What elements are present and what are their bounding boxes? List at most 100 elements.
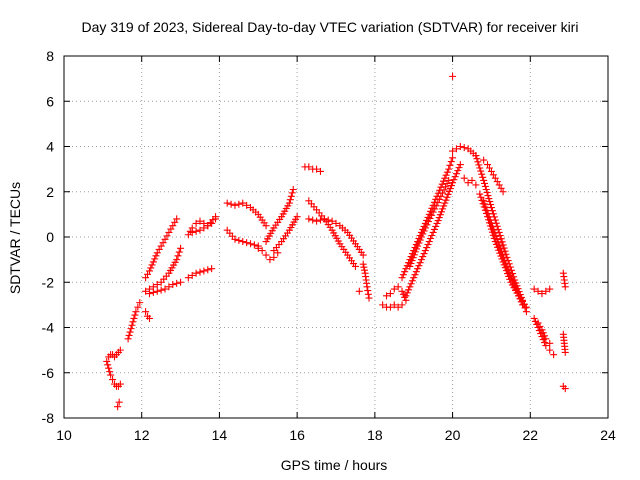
data-point-seg-rise-19b [405, 286, 413, 294]
data-point-seg-arc-13 [192, 219, 200, 227]
data-point-seg-mid-a [177, 244, 185, 252]
data-point-seg-rise-19b [437, 208, 445, 216]
data-point-seg-desc-20c [490, 234, 498, 242]
data-point-seg-desc-20c [485, 216, 493, 224]
x-tick-label: 20 [445, 427, 461, 443]
data-point-seg-flat-a [145, 290, 153, 298]
data-point-seg-rise-19b [435, 214, 443, 222]
data-point-seg-peak-16 [313, 165, 321, 173]
data-point-seg-rise-19b [415, 262, 423, 270]
data-point-seg-rise-19a [442, 171, 450, 179]
data-point-seg-rise-19a [440, 177, 448, 185]
data-point-seg-low-15 [254, 244, 262, 252]
data-point-seg-trough-18b [401, 293, 409, 301]
data-point-seg-outlier [449, 72, 457, 80]
data-point-seg-mid-14 [239, 238, 247, 246]
data-point-seg-low-b [204, 266, 212, 274]
data-point-seg-rise-1 [124, 335, 132, 343]
data-point-seg-desc-20c [499, 258, 507, 266]
data-point-seg-rise-19a [399, 271, 407, 279]
data-point-seg-drop-17 [364, 290, 372, 298]
data-point-seg-high-14 [262, 222, 270, 230]
data-point-seg-rise-1 [127, 325, 135, 333]
data-point-seg-flat-16 [320, 215, 328, 223]
data-point-seg-high-14 [235, 200, 243, 208]
data-point-seg-desc-20a [495, 228, 503, 236]
data-point-seg-desc-22 [550, 351, 558, 359]
data-point-seg-rise-1 [129, 318, 137, 326]
data-point-seg-desc-20c [498, 255, 506, 263]
data-point-seg-rise-19b [455, 164, 463, 172]
data-point-seg-desc-22 [541, 339, 549, 347]
x-tick-label: 24 [600, 427, 616, 443]
data-point-seg-low-b [200, 267, 208, 275]
data-point-seg-peak-16 [305, 163, 313, 171]
data-point-seg-rise-19b [420, 250, 428, 258]
data-point-seg-rise-2 [173, 215, 181, 223]
data-point-seg-low-15 [270, 253, 278, 261]
data-point-seg-low-b [192, 269, 200, 277]
x-tick-label: 22 [522, 427, 538, 443]
data-point-seg-rise-19b [444, 190, 452, 198]
data-point-seg-desc-22b [546, 339, 554, 347]
data-point-seg-rise-19b [430, 225, 438, 233]
data-point-seg-rise-19b [452, 170, 460, 178]
data-point-seg-rise-2 [147, 264, 155, 272]
data-point-seg-rise-15 [289, 185, 297, 193]
data-point-seg-trough-18 [394, 303, 402, 311]
data-point-seg-trough-18b [394, 283, 402, 291]
data-point-seg-rise-19b [428, 231, 436, 239]
data-point-seg-rise-1 [131, 311, 139, 319]
data-point-seg-rise-19b [410, 274, 418, 282]
data-point-seg-desc-20a [480, 176, 488, 184]
data-point-seg-rise-19b [417, 256, 425, 264]
data-point-seg-rise-19b [436, 211, 444, 219]
data-points [103, 72, 569, 411]
y-axis-label: SDTVAR / TECUs [7, 182, 23, 294]
data-point-seg-low-b [184, 274, 192, 282]
data-point-seg-flat-a [165, 283, 173, 291]
data-point-seg-flat-a [149, 288, 157, 296]
data-point-seg-branch-21 [499, 188, 507, 196]
data-point-seg-rise-19b [451, 173, 459, 181]
data-point-seg-rise-1 [125, 331, 133, 339]
data-point-seg-rise-19c [442, 183, 450, 191]
data-point-seg-flat-a [157, 286, 165, 294]
data-point-seg-trough-18 [398, 301, 406, 309]
x-tick-label: 18 [367, 427, 383, 443]
data-point-seg-desc-20a [477, 167, 485, 175]
data-point-seg-dip-a [145, 314, 153, 322]
data-point-seg-desc-20c [522, 303, 530, 311]
data-point-seg-rise-19b [423, 244, 431, 252]
data-point-seg-rise-19c [423, 221, 431, 229]
x-tick-label: 12 [134, 427, 150, 443]
data-point-seg-flat-a [177, 278, 185, 286]
data-point-seg-desc-20c [495, 246, 503, 254]
data-point-seg-desc-20a [479, 173, 487, 181]
data-point-seg-early-drop [105, 364, 113, 372]
data-point-seg-dip-a [142, 308, 150, 316]
data-point-seg-rise-2 [151, 255, 159, 263]
data-point-seg-desc-20c [505, 272, 513, 280]
data-point-seg-low-b [196, 268, 204, 276]
data-point-seg-desc-22b [541, 332, 549, 340]
data-point-seg-peak-20 [449, 147, 457, 155]
data-point-seg-desc-20c [487, 225, 495, 233]
data-point-seg-rise-19b [416, 259, 424, 267]
data-point-seg-desc-20c [491, 238, 499, 246]
data-point-seg-desc-20a [485, 195, 493, 203]
data-point-seg-desc-20c [486, 222, 494, 230]
data-point-seg-rise-19c [408, 257, 416, 265]
data-point-seg-rise-19b [411, 271, 419, 279]
data-point-seg-early-top [116, 346, 124, 354]
data-point-seg-rise-19b [419, 253, 427, 261]
data-point-seg-band-13 [192, 227, 200, 235]
data-point-seg-desc-22b [538, 326, 546, 334]
data-point-seg-trough-18 [379, 301, 387, 309]
data-point-seg-desc-20a [481, 182, 489, 190]
data-point-seg-rise-19b [449, 179, 457, 187]
data-point-seg-desc-20a [500, 244, 508, 252]
data-point-seg-flat-16 [313, 217, 321, 225]
data-point-seg-band-13 [212, 213, 220, 221]
chart-title: Day 319 of 2023, Sidereal Day-to-day VTE… [82, 19, 579, 35]
